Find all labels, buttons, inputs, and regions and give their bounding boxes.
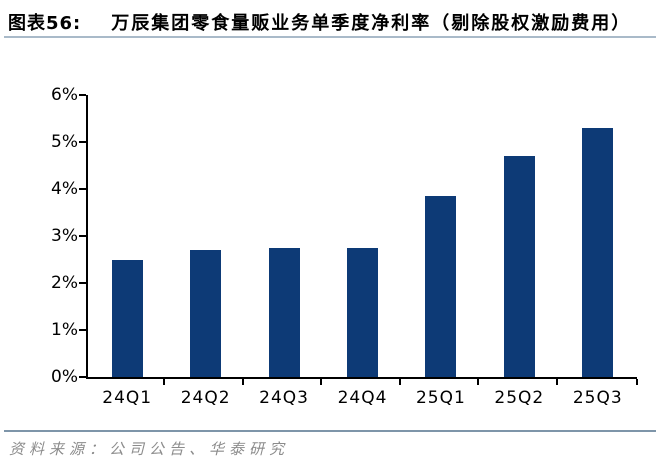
y-axis-tick <box>79 235 86 237</box>
bar-24Q3 <box>268 247 300 377</box>
y-axis-tick <box>79 376 86 378</box>
x-axis-label: 25Q1 <box>415 388 466 408</box>
y-axis-tick <box>79 94 86 96</box>
x-axis-tick <box>320 379 323 385</box>
y-axis-label: 6% <box>51 85 78 105</box>
y-axis-label: 4% <box>51 179 78 199</box>
y-axis-tick <box>79 141 86 143</box>
x-axis-tick <box>477 379 480 385</box>
x-axis-label: 24Q3 <box>259 388 309 408</box>
footer-divider <box>4 430 656 432</box>
y-axis-tick <box>79 282 86 284</box>
x-axis-label: 24Q1 <box>102 388 153 408</box>
figure-header: 图表56: 万辰集团零食量贩业务单季度净利率（剔除股权激励费用） <box>8 9 656 35</box>
source-note: 资料来源：公司公告、华泰研究 <box>9 440 290 458</box>
x-axis-tick <box>555 379 558 385</box>
bar-25Q3 <box>582 127 614 377</box>
x-axis-line <box>86 377 637 379</box>
x-axis-label: 25Q2 <box>494 388 545 408</box>
y-axis-label: 1% <box>51 320 78 340</box>
figure-title: 万辰集团零食量贩业务单季度净利率（剔除股权激励费用） <box>111 13 632 34</box>
x-axis-tick <box>241 379 244 385</box>
y-axis-tick <box>79 188 86 190</box>
bar-25Q1 <box>425 196 457 377</box>
bar-24Q1 <box>111 259 143 377</box>
x-axis-tick <box>636 379 638 385</box>
y-axis-line <box>86 95 88 379</box>
x-axis-label: 25Q3 <box>572 388 623 408</box>
y-axis-label: 2% <box>51 273 78 293</box>
x-axis-label: 24Q2 <box>180 388 231 408</box>
x-axis-tick <box>398 379 401 385</box>
y-axis-label: 3% <box>51 226 78 246</box>
bar-25Q2 <box>503 156 535 377</box>
bar-24Q4 <box>347 247 378 377</box>
x-axis-tick <box>163 379 166 385</box>
x-axis-label: 24Q4 <box>337 388 388 408</box>
header-divider <box>4 36 656 38</box>
y-axis-tick <box>79 329 86 331</box>
y-axis-label: 5% <box>51 132 78 152</box>
y-axis-label: 0% <box>51 367 78 387</box>
bar-24Q2 <box>190 250 222 377</box>
figure-number-label: 图表56: <box>8 13 82 34</box>
